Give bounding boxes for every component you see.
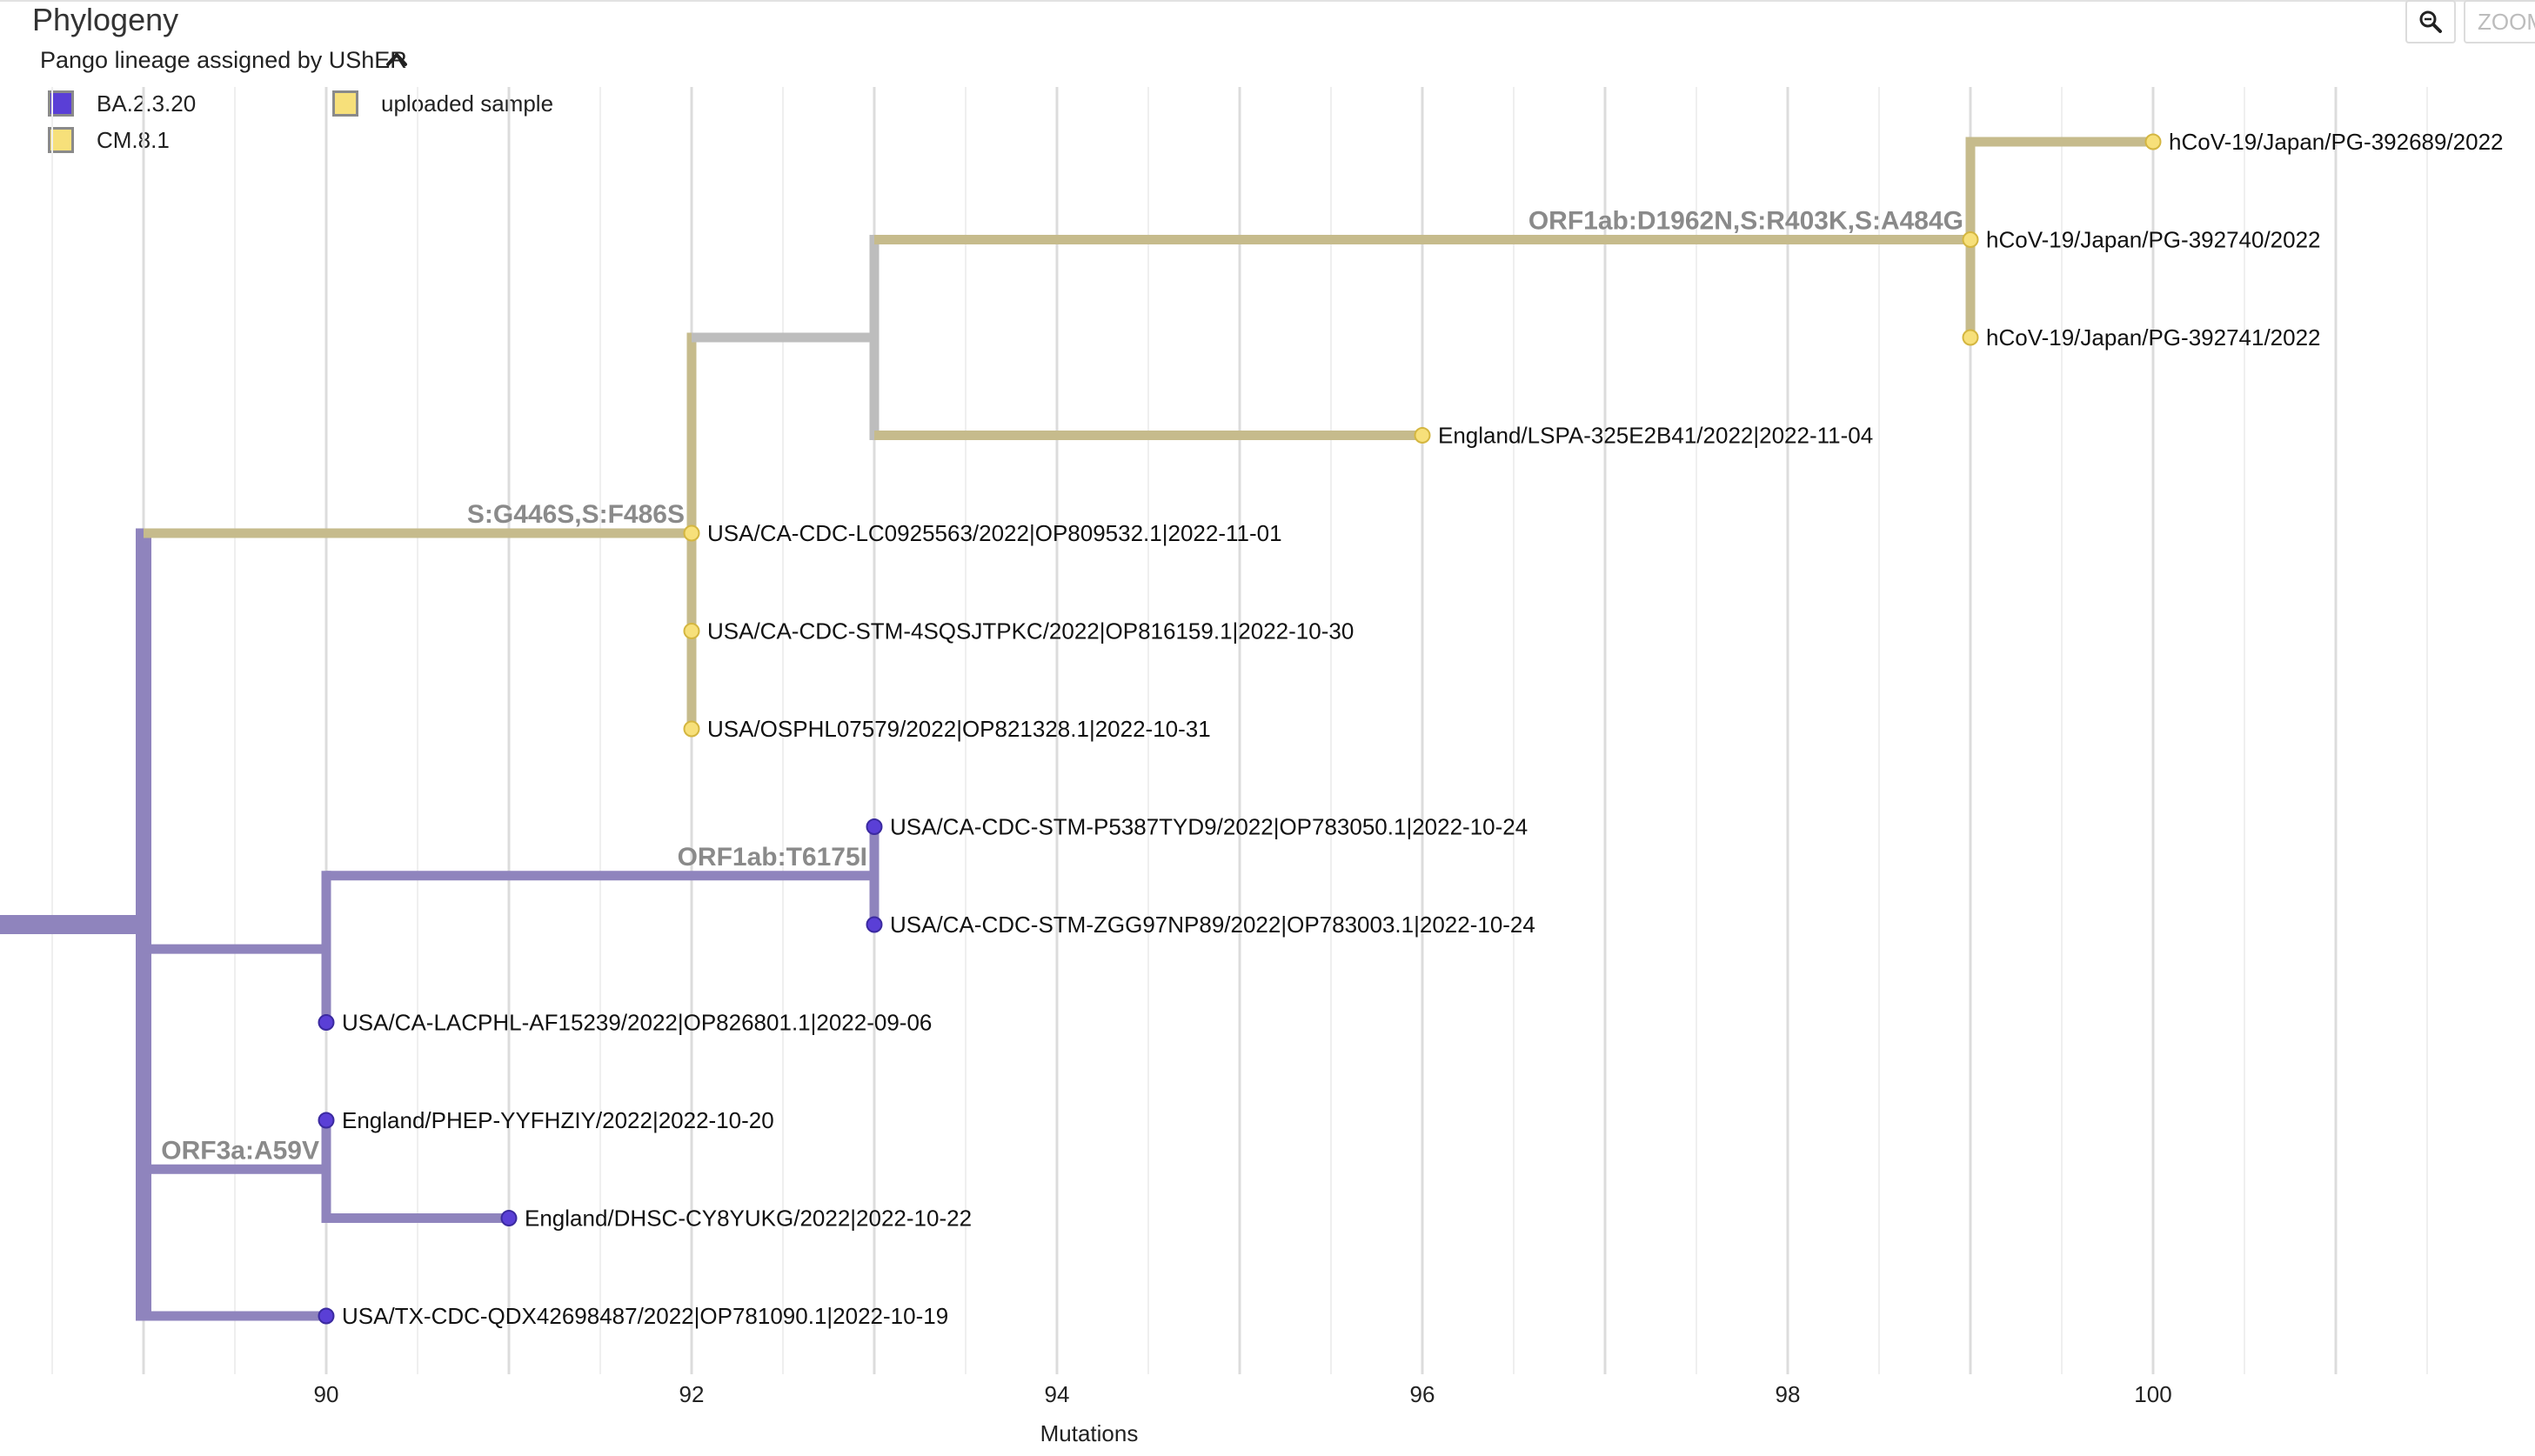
legend-item-ba-2-3-20[interactable]: BA.2.3.20 bbox=[48, 86, 196, 121]
tip-label[interactable]: USA/CA-CDC-STM-4SQSJTPKC/2022|OP816159.1… bbox=[707, 618, 1354, 645]
x-axis-label: Mutations bbox=[1040, 1420, 1139, 1446]
tip-marker[interactable] bbox=[683, 524, 700, 542]
x-tick-label: 96 bbox=[1410, 1381, 1435, 1407]
tip-label[interactable]: England/DHSC-CY8YUKG/2022|2022-10-22 bbox=[525, 1206, 972, 1232]
zoom-button[interactable] bbox=[2405, 0, 2456, 43]
tip-label[interactable]: hCoV-19/Japan/PG-392741/2022 bbox=[1986, 324, 2321, 351]
x-tick-label: 100 bbox=[2134, 1381, 2171, 1407]
legend-label: uploaded sample bbox=[381, 90, 554, 117]
tip-marker[interactable] bbox=[500, 1210, 518, 1226]
x-tick-label: 90 bbox=[314, 1381, 339, 1407]
tip-label[interactable]: USA/OSPHL07579/2022|OP821328.1|2022-10-3… bbox=[707, 716, 1211, 742]
tip-marker[interactable] bbox=[1414, 427, 1431, 444]
tip-label[interactable]: hCoV-19/Japan/PG-392689/2022 bbox=[2169, 129, 2504, 155]
legend-swatch bbox=[332, 90, 358, 117]
mutation-label: ORF1ab:T6175I bbox=[678, 843, 867, 872]
tip-label[interactable]: USA/TX-CDC-QDX42698487/2022|OP781090.1|2… bbox=[342, 1303, 948, 1329]
x-axis: 90 92 94 96 98 100 Mutations bbox=[314, 1381, 2172, 1446]
legend-title: Pango lineage assigned by UShER bbox=[40, 47, 407, 73]
top-border bbox=[0, 0, 2535, 2]
tip-label[interactable]: England/PHEP-YYFHZIY/2022|2022-10-20 bbox=[342, 1107, 774, 1133]
tips: hCoV-19/Japan/PG-392689/2022 hCoV-19/Japa… bbox=[318, 129, 2504, 1329]
tip-marker[interactable] bbox=[1962, 231, 1979, 248]
x-tick-label: 92 bbox=[679, 1381, 705, 1407]
tip-marker[interactable] bbox=[318, 1014, 335, 1031]
x-tick-label: 98 bbox=[1776, 1381, 1801, 1407]
tip-marker[interactable] bbox=[866, 916, 883, 933]
tip-marker[interactable] bbox=[683, 720, 700, 738]
tip-marker[interactable] bbox=[683, 623, 700, 639]
mutation-label: ORF1ab:D1962N,S:R403K,S:A484G bbox=[1528, 207, 1963, 236]
tip-label[interactable]: USA/CA-CDC-STM-P5387TYD9/2022|OP783050.1… bbox=[890, 814, 1528, 840]
tip-marker[interactable] bbox=[2144, 133, 2162, 150]
branches bbox=[0, 137, 2153, 1321]
mutation-label: ORF3a:A59V bbox=[161, 1136, 319, 1165]
tip-label[interactable]: hCoV-19/Japan/PG-392740/2022 bbox=[1986, 227, 2321, 253]
magnifier-icon bbox=[2419, 10, 2442, 33]
grid bbox=[51, 87, 2428, 1374]
tip-marker[interactable] bbox=[318, 1307, 335, 1325]
tip-label[interactable]: England/LSPA-325E2B41/2022|2022-11-04 bbox=[1438, 423, 1873, 449]
zoom-input[interactable] bbox=[2464, 0, 2535, 43]
tip-marker[interactable] bbox=[1962, 329, 1979, 346]
tip-label[interactable]: USA/CA-CDC-LC0925563/2022|OP809532.1|202… bbox=[707, 520, 1282, 546]
legend-label: CM.8.1 bbox=[97, 126, 170, 153]
mutation-label: S:G446S,S:F486S bbox=[467, 500, 685, 529]
mutation-labels: S:G446S,S:F486S ORF1ab:D1962N,S:R403K,S:A… bbox=[161, 207, 1963, 1165]
tip-marker[interactable] bbox=[318, 1112, 335, 1129]
legend-item-uploaded-sample[interactable]: uploaded sample bbox=[332, 86, 553, 121]
x-tick-label: 94 bbox=[1045, 1381, 1070, 1407]
page-title: Phylogeny bbox=[32, 2, 179, 37]
tip-marker[interactable] bbox=[866, 818, 883, 835]
chevron-up-icon[interactable] bbox=[385, 49, 409, 70]
tip-label[interactable]: USA/CA-CDC-STM-ZGG97NP89/2022|OP783003.1… bbox=[890, 912, 1535, 938]
legend-label: BA.2.3.20 bbox=[97, 90, 197, 117]
tip-label[interactable]: USA/CA-LACPHL-AF15239/2022|OP826801.1|20… bbox=[342, 1010, 932, 1036]
